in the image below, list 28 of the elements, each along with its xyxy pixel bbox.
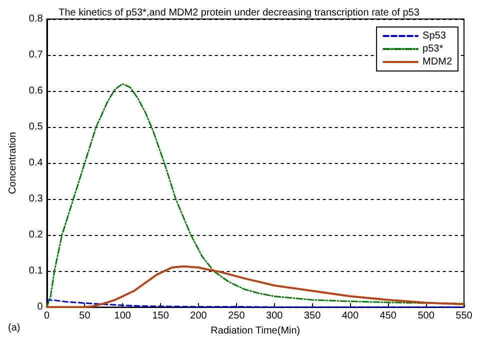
x-tick-label: 500 — [418, 310, 435, 322]
x-axis-title: Radiation Time(Min) — [210, 326, 300, 336]
x-tick-label: 400 — [342, 310, 359, 322]
x-tick-label: 100 — [114, 310, 132, 322]
y-tick-label: 0.1 — [28, 266, 44, 277]
y-tick-label: 0.7 — [28, 50, 44, 61]
y-tick-label: 0.8 — [28, 14, 44, 24]
chart-title: The kinetics of p53*,and MDM2 protein under decreasing transcription rate of p53 — [58, 8, 420, 18]
x-tick-label: 550 — [456, 310, 473, 322]
x-tick-label: 0 — [44, 310, 50, 322]
y-tick-label: 0.6 — [28, 86, 44, 97]
x-tick-label: 350 — [304, 310, 322, 322]
y-axis-title: Concentration — [8, 132, 18, 194]
y-tick-label: 0.3 — [28, 194, 44, 205]
x-tick-label: 150 — [152, 310, 170, 322]
x-tick-label: 250 — [228, 310, 246, 322]
x-tick-label: 450 — [380, 310, 397, 322]
y-tick-label: 0 — [37, 302, 44, 313]
y-tick-label: 0.4 — [28, 158, 44, 169]
legend-label: MDM2 — [422, 56, 452, 68]
legend-label: Sp53 — [422, 30, 446, 42]
y-tick-label: 0.5 — [28, 122, 44, 133]
legend-label: p53* — [422, 44, 444, 54]
x-tick-label: 300 — [266, 310, 284, 322]
x-tick-label: 50 — [79, 310, 91, 322]
text: (a) — [8, 322, 20, 334]
y-tick-label: 0.2 — [28, 230, 44, 241]
x-tick-label: 200 — [190, 310, 208, 322]
